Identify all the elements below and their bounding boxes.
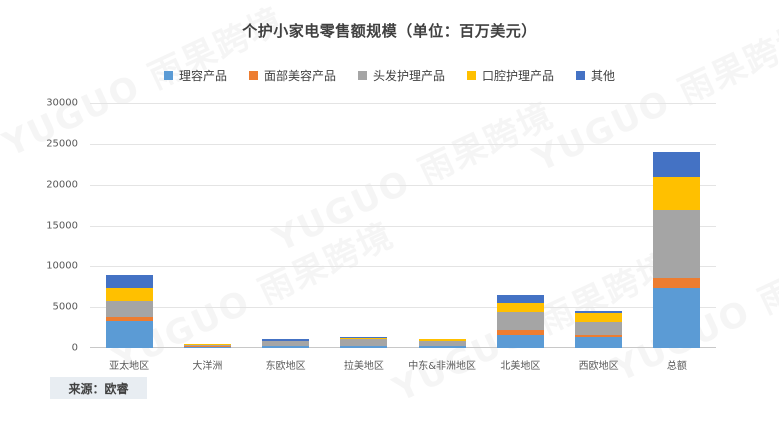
bar-segment — [653, 287, 701, 348]
legend-item[interactable]: 口腔护理产品 — [467, 67, 554, 84]
legend-swatch-icon — [163, 71, 173, 80]
bar-segment — [262, 341, 310, 346]
legend-swatch-icon — [357, 71, 367, 80]
legend-swatch-icon — [467, 71, 476, 80]
bar-segment — [418, 338, 466, 340]
stacked-bar[interactable] — [262, 339, 310, 348]
bar-segment — [262, 345, 310, 348]
bar-segment — [575, 322, 623, 335]
plot-area: 0 5000 10000 15000 20000 25000 30000 亚太地区 大洋洲 东欧地… — [46, 98, 716, 372]
x-tick-label: 亚太地区 — [109, 361, 150, 372]
x-axis-line — [90, 347, 716, 348]
x-tick-label: 西欧地区 — [578, 361, 619, 372]
stacked-bar[interactable] — [340, 337, 388, 348]
bar-segment — [105, 317, 153, 322]
y-tick-label: 10000 — [46, 260, 78, 272]
stacked-bar[interactable] — [105, 274, 153, 348]
legend-label: 头发护理产品 — [372, 69, 445, 83]
legend-label: 口腔护理产品 — [482, 69, 555, 83]
gridline — [90, 307, 716, 309]
x-tick-label: 东欧地区 — [265, 361, 306, 372]
y-tick-label: 5000 — [52, 301, 78, 313]
bar-segment — [183, 343, 231, 345]
stacked-bar[interactable] — [575, 311, 623, 348]
bar-segment — [105, 321, 153, 348]
legend-label: 面部美容产品 — [263, 69, 336, 83]
x-tick-label: 拉美地区 — [343, 361, 384, 372]
legend-item[interactable]: 头发护理产品 — [357, 67, 445, 84]
legend-swatch-icon — [248, 71, 258, 80]
bar-segment — [183, 344, 231, 346]
bar-segment — [340, 346, 388, 348]
bar-segment — [418, 346, 466, 348]
gridline — [90, 143, 716, 145]
bar-segment — [496, 312, 544, 331]
bar-segment — [262, 339, 310, 341]
y-tick-label: 20000 — [46, 179, 78, 191]
stacked-bar[interactable] — [653, 152, 701, 348]
bar-segment — [575, 337, 623, 348]
bar-segment — [105, 300, 153, 318]
legend-item[interactable]: 面部美容产品 — [248, 67, 336, 84]
x-tick-label: 中东&非洲地区 — [408, 361, 477, 372]
legend-item[interactable]: 其他 — [576, 67, 615, 84]
bar-segment — [340, 337, 388, 339]
stacked-bar[interactable] — [496, 294, 544, 348]
legend-label: 其他 — [591, 69, 616, 83]
x-tick-label: 北美地区 — [500, 361, 541, 372]
legend-label: 理容产品 — [178, 69, 227, 83]
bar-segment — [340, 339, 388, 346]
bar-segment — [418, 340, 466, 346]
y-tick-label: 25000 — [46, 138, 78, 150]
bar-segment — [496, 303, 544, 313]
gridline — [90, 225, 716, 227]
y-tick-label: 30000 — [46, 97, 78, 109]
bar-segment — [183, 345, 231, 347]
bar-segment — [575, 311, 623, 314]
bar-segment — [105, 287, 153, 301]
legend-swatch-icon — [576, 71, 586, 80]
bar-segment — [653, 152, 701, 177]
bar-segment — [496, 330, 544, 335]
gridline — [90, 184, 716, 186]
stacked-bar[interactable] — [183, 343, 231, 348]
bar-segment — [340, 338, 388, 340]
bar-segment — [575, 334, 623, 338]
chart-legend: 理容产品 面部美容产品 头发护理产品 口腔护理产品 其他 — [0, 67, 779, 84]
chart-title: 个护小家电零售额规模（单位：百万美元） — [242, 22, 537, 40]
bar-segment — [653, 176, 701, 210]
legend-item[interactable]: 理容产品 — [163, 67, 227, 84]
x-tick-label: 大洋洲 — [192, 361, 223, 372]
bar-segment — [496, 334, 544, 348]
source-label: 来源：欧睿 — [50, 377, 147, 399]
gridline — [90, 266, 716, 268]
bar-segment — [183, 346, 231, 348]
bar-segment — [496, 294, 544, 304]
bar-segment — [575, 313, 623, 323]
gridline — [90, 103, 716, 104]
stacked-bar[interactable] — [418, 338, 466, 348]
bar-segment — [418, 339, 466, 341]
x-tick-label: 总额 — [666, 361, 687, 372]
y-tick-label: 0 — [71, 342, 78, 354]
bar-segment — [653, 277, 701, 288]
bar-segment — [105, 274, 153, 288]
bar-segment — [653, 210, 701, 278]
y-tick-label: 15000 — [46, 220, 78, 231]
